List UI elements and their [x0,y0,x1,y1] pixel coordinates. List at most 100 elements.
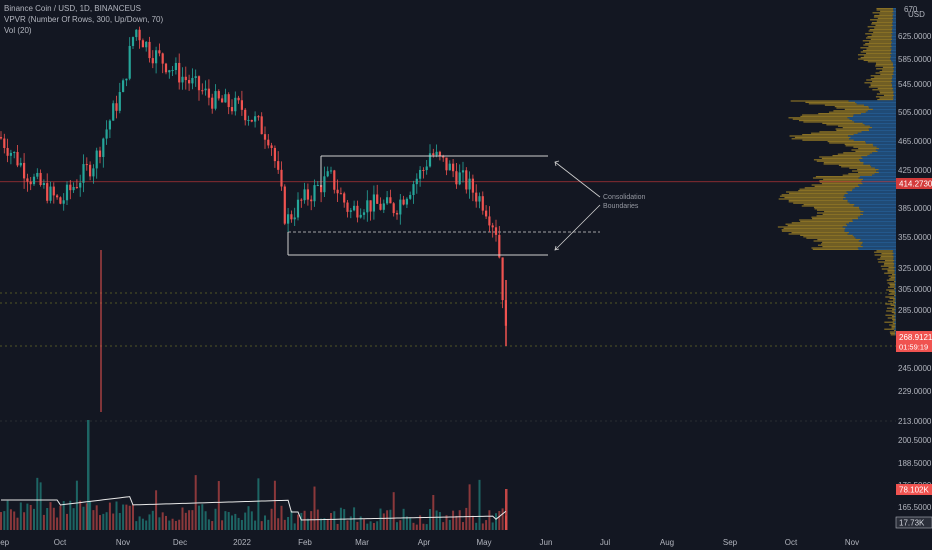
candle-body [204,88,207,91]
time-tick: Feb [298,538,312,547]
vpvr-bar-down [892,309,896,311]
candle-body [471,178,474,193]
volume-bar [283,519,286,530]
vpvr-bar-up [892,27,896,29]
candle-body [438,151,441,156]
vpvr-bar-down [793,202,850,204]
vpvr-bar-up [894,310,896,312]
vpvr-bar-up [894,260,896,262]
vpvr-bar-up [865,142,896,144]
volume-bar [204,511,207,530]
vpvr-bar-down [788,233,848,235]
candle-body [435,151,438,156]
vpvr-bar-down [893,302,896,304]
volume-bar [240,519,243,530]
vpvr-bar-up [895,304,896,306]
vpvr-bar-down [860,57,891,59]
vpvr-bar-up [862,183,896,185]
price-tick: 285.0000 [898,306,932,315]
vpvr-bar-up [895,283,896,285]
candle-body [425,166,428,171]
vpvr-bar-up [878,169,896,171]
volume-bar [211,521,214,530]
candle-body [263,134,267,140]
time-axis[interactable]: Sep Oct Nov Dec 2022 Feb Mar Apr May Jun Jul Aug Sep… [0,538,859,547]
volume-bar [115,501,118,530]
countdown-label: 01:59:19 [899,343,928,352]
vpvr-bar-down [789,135,849,137]
vpvr-bar-down [894,295,896,297]
vpvr-bar-up [874,167,896,169]
vpvr-bar-down [893,306,896,308]
candle-body [217,91,220,99]
vpvr-bar-down [891,327,896,329]
candle-body [39,172,42,185]
arrow-down-line [554,204,601,251]
vpvr-bar-up [894,262,896,264]
vpvr-legend[interactable]: VPVR (Number Of Rows, 300, Up/Down, 70) [4,15,164,24]
candle-body [16,152,19,166]
volume-bar [188,510,191,530]
vpvr-bar-down [874,27,893,29]
vpvr-bar-up [892,16,896,18]
volume-bar [257,478,260,530]
candle-body [310,199,313,202]
vol-legend[interactable]: Vol (20) [4,26,32,35]
volume-bar [429,509,431,530]
volume-bar [409,517,412,530]
vpvr-bar-down [811,132,858,134]
vpvr-bar-down [863,55,892,57]
vpvr-bar-up [893,9,896,11]
symbol-legend[interactable]: Binance Coin / USD, 1D, BINANCEUS [4,4,141,13]
vpvr-bar-up [893,268,896,270]
annotation-line2: Boundaries [603,203,639,210]
candle-body [42,183,45,185]
volume-bar [402,508,405,530]
vpvr-bar-down [868,45,892,47]
volume-bar [132,504,134,530]
vpvr-bar-up [892,34,896,36]
annotation-line1: Consolidation [603,194,646,201]
vpvr-bar-down [834,106,869,108]
vpvr-bar-up [852,188,896,190]
candle-body [148,41,151,59]
vpvr-bar-down [816,209,861,211]
vpvr-bar-up [845,227,896,229]
candle-body [197,76,201,91]
volume-bar [158,517,161,530]
price-tick: 385.0000 [898,204,932,213]
time-tick: May [476,538,491,547]
volume-bar [432,494,435,530]
volume-bar [66,513,68,530]
vpvr-bar-up [844,229,896,231]
candle-body [89,164,92,177]
candle-body [296,199,300,218]
vpvr-bar-up [893,250,896,252]
volume-bar [306,518,309,530]
candle-body [346,202,349,212]
vpvr-bar-up [872,127,896,129]
vpvr-bar-down [891,325,896,327]
volume-bar [468,484,471,530]
vpvr-bar-up [871,166,896,168]
candle-body [306,189,309,200]
vpvr-bar-up [892,72,896,74]
vpvr-bar-up [864,124,896,126]
candle-body [224,94,227,103]
time-tick: Aug [660,538,674,547]
vpvr-bar-down [777,226,843,228]
candle-body [260,116,263,135]
candle-body [49,186,52,201]
candle-body [458,172,461,185]
vpvr-bar-down [884,328,895,330]
volume-bar [3,511,6,530]
volume-bar [498,511,501,530]
vpvr-bar-up [858,218,896,220]
candle-body [151,58,154,64]
time-tick: Sep [723,538,738,547]
price-tick: 245.0000 [898,364,932,373]
vpvr-bar-down [882,66,895,68]
price-tick: 200.5000 [898,436,932,445]
vpvr-bar-down [800,234,853,236]
